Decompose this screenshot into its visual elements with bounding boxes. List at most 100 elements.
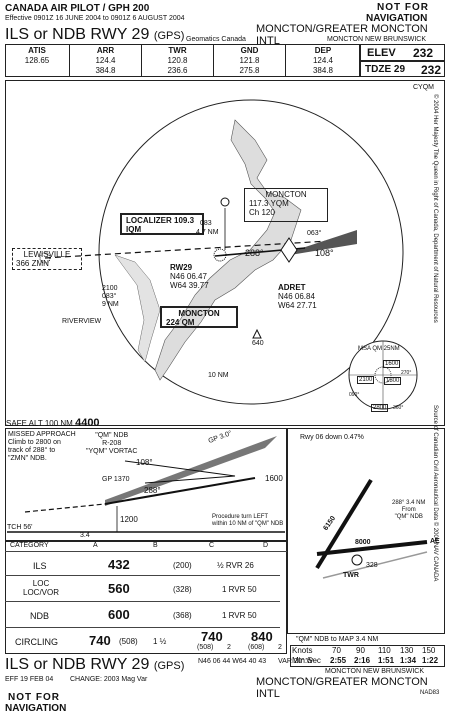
footer-title-gps: (GPS) (153, 660, 185, 672)
circ-ab-vis: 1 ½ (153, 637, 167, 646)
moncton-vor-freq: 117.3 YQM (249, 199, 289, 208)
twr-label-diagram: TWR (343, 572, 359, 579)
rw29-lat: N46 06.47 (170, 272, 207, 281)
twr-label: TWR (168, 46, 187, 55)
ndb-label: NDB (30, 611, 50, 621)
chart-title-text: ILS or NDB RWY 29 (5, 26, 150, 43)
ae-label: AE (430, 538, 440, 545)
obstacle-symbol (252, 328, 262, 339)
circling-row: CIRCLING 740 (508) 1 ½ 740 (508) 2 840 (… (5, 627, 282, 655)
circ-label: CIRCLING (15, 637, 59, 647)
map-note: "QM" NDB to MAP 3.4 NM (296, 636, 379, 643)
ndb-ref-1: "QM" NDB (95, 432, 129, 439)
ils-row: ILS 432 (200) ½ RVR 26 (5, 551, 280, 583)
ndb-ref-2: R-208 (102, 440, 122, 447)
ils-haa: (200) (173, 561, 192, 570)
circ-d-mda: 840 (251, 629, 273, 644)
time-3: 1:51 (378, 656, 395, 665)
localizer-box: LOCALIZER 109.3 IQM (120, 213, 204, 235)
atis-cell: ATIS 128.65 (5, 44, 69, 77)
ndb-box: MONCTON 224 QM (160, 306, 238, 328)
ndb-name: MONCTON (178, 309, 220, 318)
procedure-turn-note: Procedure turn LEFT within 10 NM of "QM"… (212, 514, 283, 528)
ndb-mda: 600 (108, 607, 130, 622)
not-for-navigation-top-2: NAVIGATION (366, 13, 428, 24)
knots-label: Knots (292, 646, 313, 655)
dep-freq-2: 384.8 (312, 66, 334, 75)
tdze-value: 232 (421, 63, 442, 77)
footer-title: ILS or NDB RWY 29 (GPS) (5, 656, 184, 674)
not-for-navigation-top-1: NOT FOR (377, 2, 429, 13)
river (154, 119, 302, 381)
ils-vis: ½ RVR 26 (217, 561, 254, 570)
rw29-lon: W64 39.77 (170, 281, 209, 290)
not-for-navigation-bottom-1: NOT FOR (8, 692, 60, 703)
moncton-vor-symbol (220, 197, 230, 207)
cat-c: C (209, 542, 215, 549)
fix-note-1: 288° 3.4 NM (392, 500, 426, 506)
profile-distance: 3.4 (80, 532, 90, 539)
dep-cell: DEP 124.4 384.8 (285, 44, 360, 77)
airport-diagram (287, 428, 445, 634)
knots-5: 150 (422, 646, 436, 655)
safe-alt: SAFE ALT 100 NM 4400 (6, 417, 100, 429)
airport-diagram-graphics (315, 478, 428, 579)
glidepath-wedge (105, 436, 277, 506)
msa-bearing-1: 270° (401, 370, 412, 376)
fix-063: 063° (307, 230, 322, 237)
footer-location: MONCTON NEW BRUNSWICK (325, 668, 425, 675)
arr-label: ARR (96, 46, 115, 55)
tdze-box: TDZE 29 232 (360, 61, 445, 77)
ndb-row: NDB 600 (368) 1 RVR 50 (5, 601, 280, 633)
arr-freq-1: 124.4 (95, 56, 116, 65)
geomatics-canada: Geomatics Canada (186, 36, 246, 43)
circ-c-mda: 740 (201, 629, 223, 644)
atis-label: ATIS (28, 46, 46, 55)
loc-label-1: LOC (32, 579, 50, 588)
plan-view (5, 80, 445, 426)
fix-note-3: "QM" NDB (394, 514, 423, 520)
adret-name: ADRET (278, 283, 306, 292)
comms-strip (5, 44, 360, 77)
rwy-note: Rwy 06 down 0.47% (300, 434, 364, 441)
ndb-ref-3: "YQM" VORTAC (86, 448, 138, 455)
ndb-freq: 224 QM (166, 318, 195, 327)
localizer-ident: IQM (126, 225, 142, 234)
not-for-navigation-bottom-2: NAVIGATION (5, 703, 67, 714)
range-ring (98, 99, 404, 405)
profile-108: 108° (136, 458, 153, 467)
profile-1200: 1200 (120, 515, 138, 524)
obstacle-elev: 640 (252, 340, 264, 347)
plan-crs-288: 288° (245, 248, 264, 258)
chart-title-top: ILS or NDB RWY 29 (GPS) (5, 26, 184, 44)
adret-fix (280, 237, 298, 263)
category-label: CATEGORY (10, 542, 49, 549)
runway-08-26 (316, 540, 428, 556)
fix-note-2: From (401, 507, 416, 513)
tch: TCH 56' (7, 524, 33, 531)
circ-c-vis: 2 (227, 644, 231, 651)
chart-title-gps: (GPS) (153, 30, 185, 42)
gnd-label: GND (240, 46, 259, 55)
plan-view-graphics (39, 99, 418, 410)
procedure-turn (124, 460, 236, 484)
profile-288: 288° (144, 486, 161, 495)
ndb-haa: (368) (173, 611, 192, 620)
missed-approach: MISSED APPROACH Climb to 2800 on track o… (8, 431, 78, 463)
inbound-course (44, 239, 346, 259)
localizer-name: LOCALIZER 109.3 (126, 216, 195, 225)
missed-path (24, 503, 106, 513)
minima-table (5, 541, 287, 654)
cat-b: B (153, 542, 158, 549)
runway-06-24 (315, 478, 373, 570)
footer-eff: EFF 19 FEB 04 (5, 676, 54, 683)
atis-freq: 128.65 (24, 56, 50, 65)
footer-change: CHANGE: 2003 Mag Var (70, 676, 148, 683)
rw29-name: RW29 (170, 263, 193, 272)
fix-083: 083° (102, 293, 117, 300)
msa-sector-4: 2800 (371, 404, 389, 412)
safe-alt-label: SAFE ALT 100 NM (6, 419, 73, 428)
ils-label: ILS (33, 561, 47, 571)
elev-label: ELEV (367, 47, 396, 59)
ndb-ref: "QM" NDB R-208 "YQM" VORTAC (86, 432, 137, 456)
